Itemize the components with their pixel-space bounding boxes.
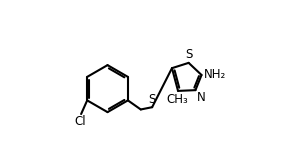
Text: S: S — [185, 48, 192, 61]
Text: S: S — [148, 93, 156, 106]
Text: Cl: Cl — [75, 115, 86, 128]
Text: CH₃: CH₃ — [166, 93, 188, 106]
Text: N: N — [197, 91, 206, 104]
Text: NH₂: NH₂ — [204, 69, 226, 82]
